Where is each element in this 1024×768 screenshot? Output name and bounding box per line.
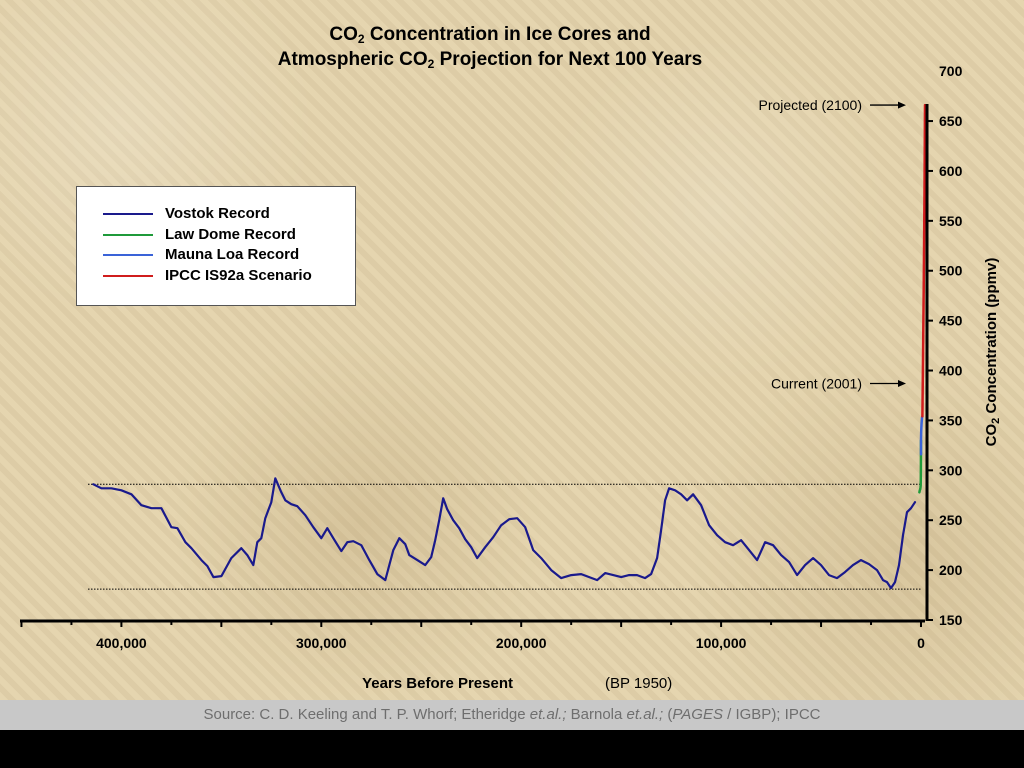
annotation-arrowhead: [898, 379, 906, 387]
legend-label: Mauna Loa Record: [165, 246, 300, 263]
legend-label: IPCC IS92a Scenario: [165, 266, 312, 284]
x-tick-label: 100,000: [696, 635, 747, 651]
y-axis-label: CO2 Concentration (ppmv): [983, 258, 1002, 447]
y-tick-label: 650: [939, 113, 963, 129]
x-tick-label: 200,000: [496, 635, 547, 651]
x-axis-label-note: (BP 1950): [605, 675, 672, 692]
chart-title: CO2 Concentration in Ice Cores and Atmos…: [200, 22, 780, 72]
chart-title-line-2: Atmospheric CO2 Projection for Next 100 …: [277, 49, 703, 71]
legend-swatch: [103, 274, 153, 277]
y-axis: 150 200 250 300 350 400 450 500 550 600 650 700: [925, 63, 963, 628]
y-tick-label: 700: [939, 63, 963, 79]
annotation-arrowhead: [898, 101, 906, 109]
x-axis-label: Years Before Present: [362, 675, 513, 692]
y-tick-label: 600: [939, 163, 963, 179]
bottom-band: [0, 730, 1024, 768]
x-tick-label: 300,000: [296, 635, 347, 651]
source-citation: Source: C. D. Keeling and T. P. Whorf; E…: [0, 700, 1024, 730]
y-tick-label: 550: [939, 213, 963, 229]
y-tick-label: 400: [939, 363, 963, 379]
y-tick-label: 250: [939, 512, 963, 528]
legend-swatch: [103, 254, 153, 256]
y-tick-label: 200: [939, 562, 963, 578]
x-tick-label: 0: [917, 635, 925, 651]
y-tick-label: 450: [939, 313, 963, 329]
series-line-mauna-loa-record: [919, 415, 924, 456]
y-tick-label: 350: [939, 412, 963, 428]
slide-background: CO2 Concentration in Ice Cores and Atmos…: [0, 0, 1024, 700]
legend-swatch: [103, 233, 153, 236]
y-tick-label: 150: [939, 612, 963, 628]
series-line-law-dome-record: [918, 439, 923, 494]
chart-legend: Vostok Record Law Dome Record Mauna Loa Re…: [76, 186, 356, 306]
annotation-label: Projected (2100): [758, 97, 862, 113]
annotation-label: Current (2001): [771, 375, 862, 391]
y-tick-label: 500: [939, 263, 963, 279]
series-line-vostok-record: [92, 477, 917, 590]
x-tick-label: 400,000: [96, 635, 147, 651]
series-line-ipcc-is92a-scenario: [921, 103, 927, 418]
legend-swatch: [103, 213, 153, 215]
x-axis: 400,000 300,000 200,000 100,000 0: [20, 619, 925, 651]
chart-title-line-1: CO2 Concentration in Ice Cores and: [329, 24, 651, 46]
legend-label: Vostok Record: [165, 205, 270, 222]
y-tick-label: 300: [939, 462, 963, 478]
co2-chart: 400,000 300,000 200,000 100,000 0 150 200 250 3…: [20, 63, 1002, 692]
legend-label: Law Dome Record: [165, 225, 296, 243]
